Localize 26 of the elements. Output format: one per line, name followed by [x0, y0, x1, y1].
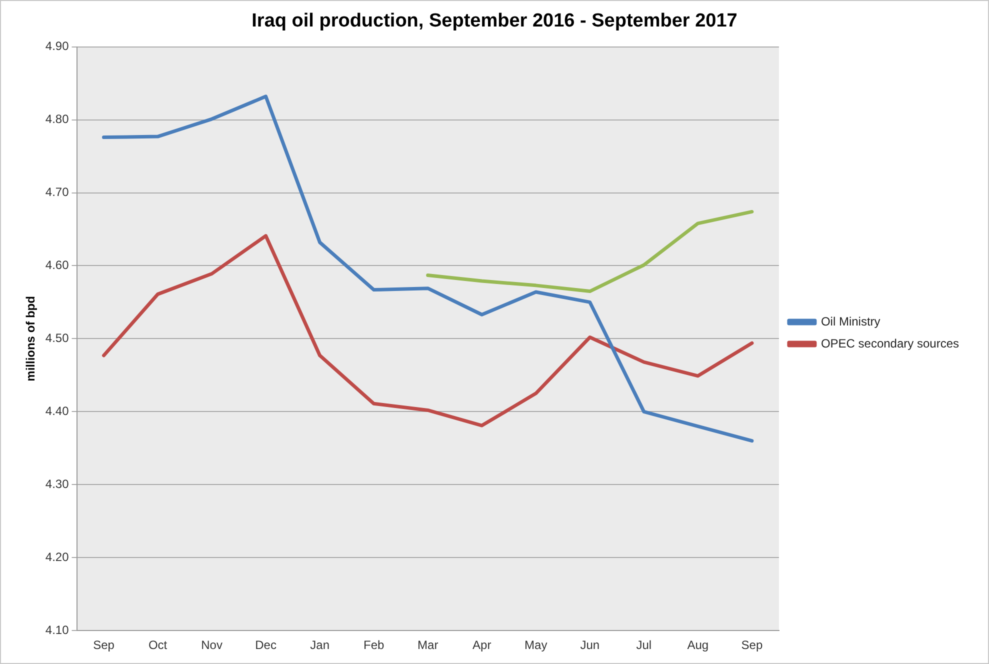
y-tick-label: 4.40 — [45, 404, 70, 418]
legend-label: Oil Ministry — [820, 314, 880, 328]
x-tick-label: Jan — [310, 638, 330, 652]
chart-title: Iraq oil production, September 2016 - September 2017 — [252, 10, 738, 32]
x-tick-label: Jul — [636, 638, 652, 652]
y-axis-title: millions of bpd — [24, 296, 38, 382]
x-tick-label: Apr — [472, 638, 492, 652]
legend-label: OPEC secondary sources — [820, 336, 960, 350]
x-tick-label: Mar — [418, 638, 438, 652]
y-tick-label: 4.60 — [45, 258, 70, 272]
x-tick-label: Oct — [148, 638, 168, 652]
x-tick-label: Nov — [201, 638, 222, 652]
x-tick-label: Aug — [687, 638, 709, 652]
y-tick-label: 4.10 — [45, 622, 70, 637]
y-tick-label: 4.20 — [45, 550, 70, 564]
x-tick-label: Jun — [580, 638, 600, 652]
x-tick-label: May — [524, 638, 548, 652]
y-tick-label: 4.70 — [45, 185, 70, 200]
y-tick-label: 4.50 — [45, 331, 70, 346]
x-tick-label: Dec — [255, 638, 276, 652]
x-tick-label: Sep — [741, 638, 763, 652]
x-tick-label: Sep — [93, 638, 115, 652]
y-tick-label: 4.30 — [45, 476, 70, 491]
x-tick-label: Feb — [363, 638, 384, 652]
y-tick-label: 4.90 — [45, 39, 70, 54]
y-tick-label: 4.80 — [45, 112, 70, 126]
